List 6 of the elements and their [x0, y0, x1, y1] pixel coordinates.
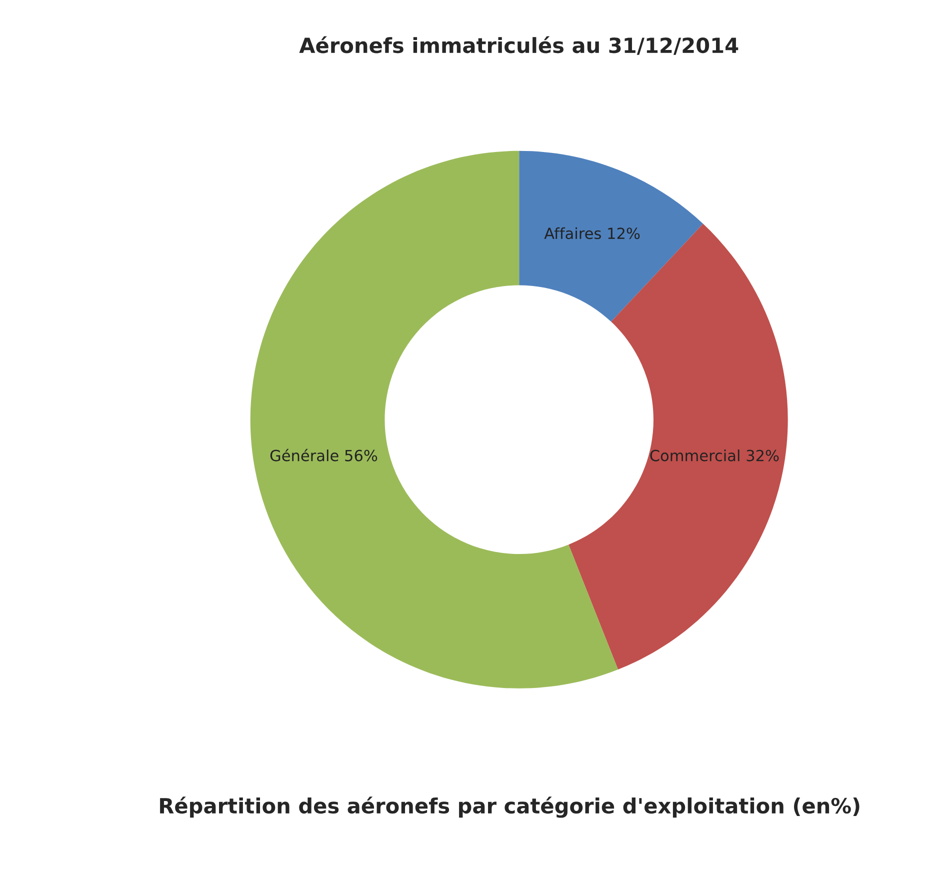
chart-title: Aéronefs immatriculés au 31/12/2014 — [299, 36, 738, 55]
slice-label: Affaires 12% — [544, 227, 640, 240]
text: Répartition des aéronefs par catégorie d'exploitation (en%) — [160, 796, 860, 818]
slice-label: Générale 56% — [270, 448, 378, 462]
slice-label: Commercial 32% — [650, 450, 779, 462]
donut-slice — [519, 150, 704, 322]
